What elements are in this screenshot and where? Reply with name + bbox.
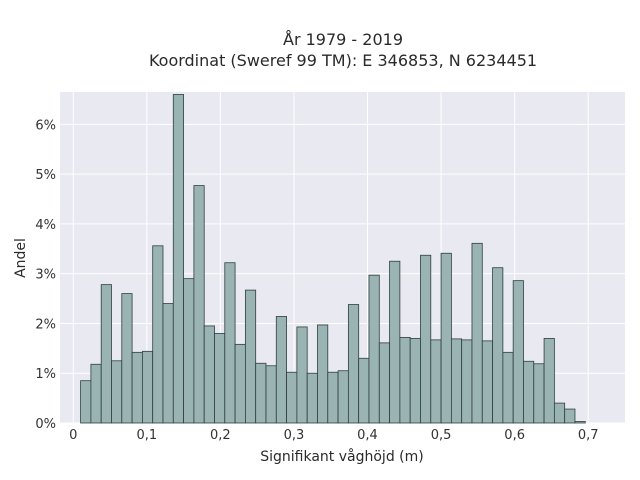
histogram-bar bbox=[214, 333, 226, 424]
histogram-bar bbox=[183, 278, 195, 424]
histogram-bar bbox=[203, 325, 215, 424]
y-tick-label: 3% bbox=[35, 268, 56, 283]
histogram-bar bbox=[121, 293, 133, 424]
y-axis-label: Andel bbox=[13, 238, 29, 278]
histogram-bar bbox=[481, 340, 493, 424]
histogram-bar bbox=[358, 357, 370, 424]
histogram-bar bbox=[244, 289, 257, 424]
y-tick-label: 0% bbox=[35, 417, 56, 432]
histogram-bar bbox=[162, 303, 174, 424]
histogram-bar bbox=[131, 351, 143, 424]
histogram-bar bbox=[296, 326, 308, 424]
histogram-bar bbox=[286, 371, 298, 424]
x-axis-label: Signifikant våghöjd (m) bbox=[260, 448, 423, 465]
histogram-bar bbox=[512, 280, 524, 424]
histogram-bar bbox=[420, 254, 432, 424]
histogram-bar bbox=[564, 408, 576, 424]
histogram-bar bbox=[172, 94, 184, 424]
histogram-bar bbox=[90, 363, 102, 424]
histogram-bar bbox=[471, 242, 483, 424]
histogram-bar bbox=[265, 365, 277, 424]
histogram-bar bbox=[327, 371, 339, 424]
histogram-bar bbox=[440, 252, 452, 424]
y-tick-label: 1% bbox=[35, 367, 56, 382]
histogram-bar bbox=[523, 360, 535, 424]
bars bbox=[80, 94, 586, 424]
x-tick-label: 0,1 bbox=[136, 428, 157, 443]
histogram-bar bbox=[450, 338, 463, 424]
y-tick-label: 4% bbox=[35, 218, 56, 233]
histogram-bar bbox=[255, 362, 267, 424]
histogram-bar bbox=[275, 316, 287, 424]
x-tick-label: 0,7 bbox=[578, 428, 599, 443]
histogram-bar bbox=[111, 360, 123, 424]
histogram-bar bbox=[337, 370, 349, 424]
y-tick-label: 6% bbox=[35, 118, 56, 133]
histogram-bar bbox=[430, 339, 442, 424]
x-tick-label: 0,6 bbox=[504, 428, 525, 443]
x-axis-ticks: 0 0,1 0,2 0,3 0,4 0,5 0,6 0,7 bbox=[69, 428, 598, 443]
y-tick-label: 2% bbox=[35, 317, 56, 332]
histogram-bar bbox=[409, 337, 421, 424]
y-tick-label: 5% bbox=[35, 168, 56, 183]
histogram-bar bbox=[80, 380, 92, 424]
histogram-bar bbox=[347, 304, 360, 424]
histogram-bar bbox=[502, 351, 514, 424]
histogram-bar bbox=[389, 260, 401, 424]
histogram-bar bbox=[317, 324, 329, 424]
histogram-bar bbox=[553, 402, 566, 424]
histogram-bar bbox=[461, 339, 473, 424]
histogram-bar bbox=[234, 343, 246, 424]
chart-title: År 1979 - 2019 bbox=[283, 30, 403, 49]
y-axis-ticks: 0% 1% 2% 3% 4% 5% 6% bbox=[35, 118, 56, 432]
x-tick-label: 0,4 bbox=[357, 428, 378, 443]
histogram-bar bbox=[399, 336, 411, 424]
histogram-bar bbox=[152, 245, 164, 424]
histogram-bar bbox=[306, 372, 318, 424]
histogram-bar bbox=[492, 267, 504, 424]
histogram-bar bbox=[574, 421, 586, 424]
histogram-bar bbox=[533, 363, 545, 424]
x-tick-label: 0,3 bbox=[284, 428, 305, 443]
x-tick-label: 0 bbox=[69, 428, 77, 443]
histogram-bar bbox=[543, 337, 555, 424]
histogram-bar bbox=[378, 342, 390, 424]
histogram-bar bbox=[193, 185, 205, 424]
x-tick-label: 0,5 bbox=[431, 428, 452, 443]
histogram-bar bbox=[100, 284, 112, 424]
chart-subtitle: Koordinat (Sweref 99 TM): E 346853, N 62… bbox=[149, 51, 537, 70]
histogram-bar bbox=[141, 350, 154, 424]
histogram-bar bbox=[368, 274, 380, 424]
x-tick-label: 0,2 bbox=[210, 428, 231, 443]
histogram-bar bbox=[224, 262, 236, 424]
